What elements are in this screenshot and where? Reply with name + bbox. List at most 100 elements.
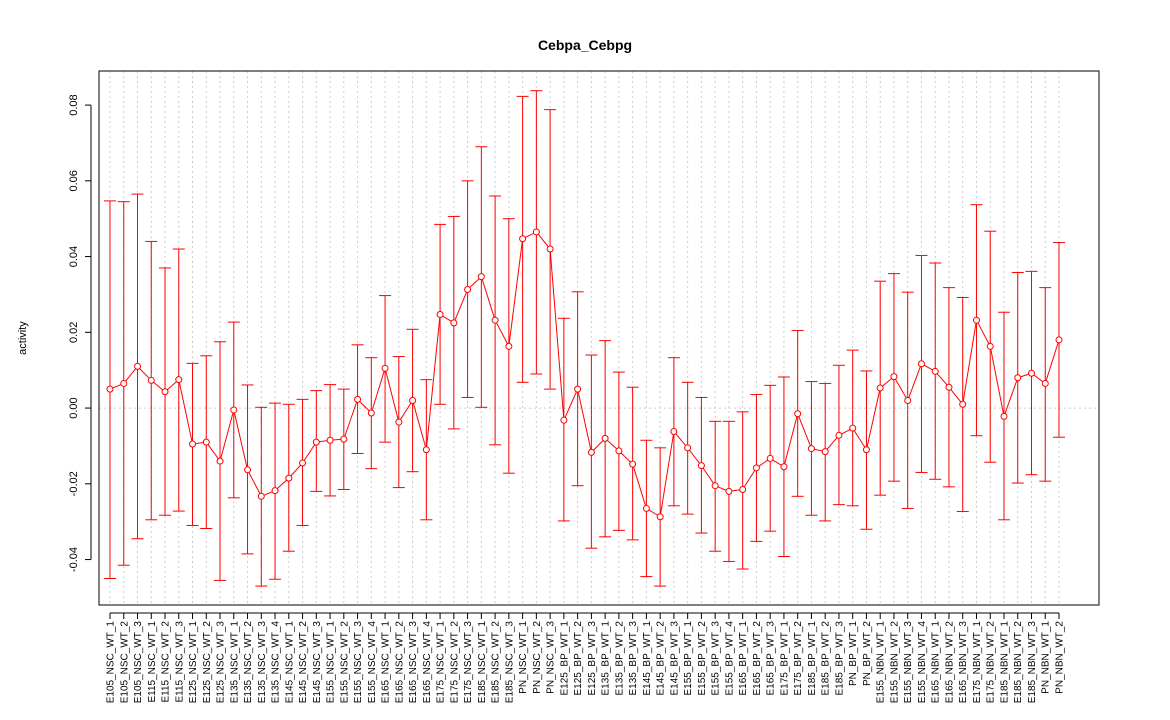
data-point — [917, 360, 925, 368]
data-point — [491, 316, 499, 324]
x-tick-label: E165_NSC_WT_1 — [381, 621, 392, 704]
data-point — [120, 379, 128, 387]
series-segment — [398, 400, 414, 423]
x-tick-label: E125_BP_WT_3 — [587, 621, 598, 696]
x-tick-label: E105_NSC_WT_2 — [119, 621, 130, 704]
data-point — [285, 474, 293, 482]
series-segment — [535, 231, 551, 250]
data-point — [574, 385, 582, 393]
data-point — [1014, 374, 1022, 382]
x-tick-label: E155_BP_WT_2 — [697, 621, 708, 696]
series-segment — [907, 363, 922, 401]
data-point — [560, 416, 568, 424]
y-tick-label: -0.04 — [68, 547, 80, 572]
x-tick-label: PN_BP_WT_2 — [862, 621, 873, 686]
x-tick-label: PN_BP_WT_1 — [848, 621, 859, 686]
data-point — [862, 446, 870, 454]
x-tick-label: PN_NSC_WT_3 — [546, 621, 557, 694]
series-line — [109, 231, 1060, 518]
data-point — [175, 376, 183, 384]
x-tick-label: E175_NSC_WT_2 — [449, 621, 460, 704]
data-point — [739, 485, 747, 493]
data-point — [505, 342, 513, 350]
series-segment — [659, 431, 675, 517]
data-point — [395, 418, 403, 426]
y-axis: -0.04 -0.02 0.00 0.02 0.04 0.06 0.08 — [68, 94, 92, 572]
data-point — [161, 388, 169, 396]
data-point — [1027, 369, 1035, 377]
x-tick-label: E175_NBN_WT_2 — [986, 621, 997, 704]
x-tick-label: E185_NBN_WT_1 — [999, 621, 1010, 704]
series-segment — [302, 441, 317, 464]
data-point — [890, 373, 898, 381]
data-point — [257, 492, 265, 500]
data-point — [807, 445, 815, 453]
x-tick-label: E185_NBN_WT_3 — [1027, 621, 1038, 704]
data-point — [519, 235, 527, 243]
x-tick-label: E105_NSC_WT_1 — [106, 621, 117, 704]
y-tick-label: 0.00 — [68, 397, 80, 418]
series-segment — [797, 413, 812, 449]
series-segment — [480, 276, 496, 321]
x-tick-label: E145_BP_WT_2 — [656, 621, 667, 696]
series-segment — [453, 289, 469, 324]
series-segment — [384, 368, 400, 423]
data-point — [299, 459, 307, 467]
data-point — [780, 463, 788, 471]
x-tick-label: E175_BP_WT_2 — [793, 621, 804, 696]
data-point — [134, 362, 142, 370]
x-tick-label: E145_NSC_WT_1 — [284, 621, 295, 704]
data-point — [794, 410, 802, 418]
series-segment — [700, 465, 716, 486]
y-tick-label: 0.04 — [68, 246, 80, 267]
x-tick-label: E165_BP_WT_1 — [738, 621, 749, 696]
x-tick-label: E185_BP_WT_1 — [807, 621, 818, 696]
data-point — [821, 448, 829, 456]
x-tick-label: E185_NSC_WT_3 — [504, 621, 515, 704]
x-tick-label: E155_NSC_WT_4 — [367, 621, 378, 704]
data-point — [354, 395, 362, 403]
x-tick-label: E185_NBN_WT_2 — [1013, 621, 1024, 704]
series-segment — [247, 469, 262, 497]
data-point — [230, 406, 238, 414]
series-segment — [343, 399, 359, 440]
data-point — [629, 460, 637, 468]
series-segment — [687, 447, 702, 466]
x-tick-label: E115_NSC_WT_3 — [174, 621, 185, 703]
series-segment — [425, 314, 441, 450]
data-point — [711, 482, 719, 490]
data-point — [986, 342, 994, 350]
data-point — [546, 245, 554, 253]
data-point — [367, 409, 375, 417]
series-segment — [412, 400, 427, 450]
data-point — [326, 436, 334, 444]
x-tick-label: E165_NBN_WT_3 — [958, 621, 969, 704]
y-tick-label: 0.06 — [68, 170, 80, 191]
series-segment — [893, 376, 909, 401]
x-tick-label: E185_NSC_WT_1 — [477, 621, 488, 704]
x-tick-label: E185_BP_WT_2 — [821, 621, 832, 696]
series-segment — [976, 319, 991, 347]
data-point — [725, 487, 733, 495]
series-segment — [549, 248, 565, 421]
x-tick-label: E165_NSC_WT_2 — [394, 621, 405, 704]
x-tick-label: E165_BP_WT_3 — [766, 621, 777, 696]
series-segment — [962, 320, 977, 405]
x-tick-label: E165_NSC_WT_4 — [422, 621, 433, 704]
data-point — [752, 464, 760, 472]
series-segment — [673, 431, 689, 449]
x-tick-label: E175_NSC_WT_3 — [463, 621, 474, 704]
x-tick-label: E105_NSC_WT_3 — [133, 621, 144, 704]
data-point — [189, 440, 197, 448]
series-segment — [783, 413, 799, 467]
x-tick-label: E125_NSC_WT_1 — [188, 621, 199, 704]
x-tick-label: E165_NBN_WT_2 — [944, 621, 955, 704]
data-point — [147, 376, 155, 384]
plot-frame — [98, 70, 1100, 606]
series-segment — [494, 319, 510, 347]
series-segment — [370, 368, 386, 414]
data-point — [216, 457, 224, 465]
data-point — [532, 228, 540, 236]
x-tick-label: E175_NSC_WT_1 — [436, 621, 447, 704]
